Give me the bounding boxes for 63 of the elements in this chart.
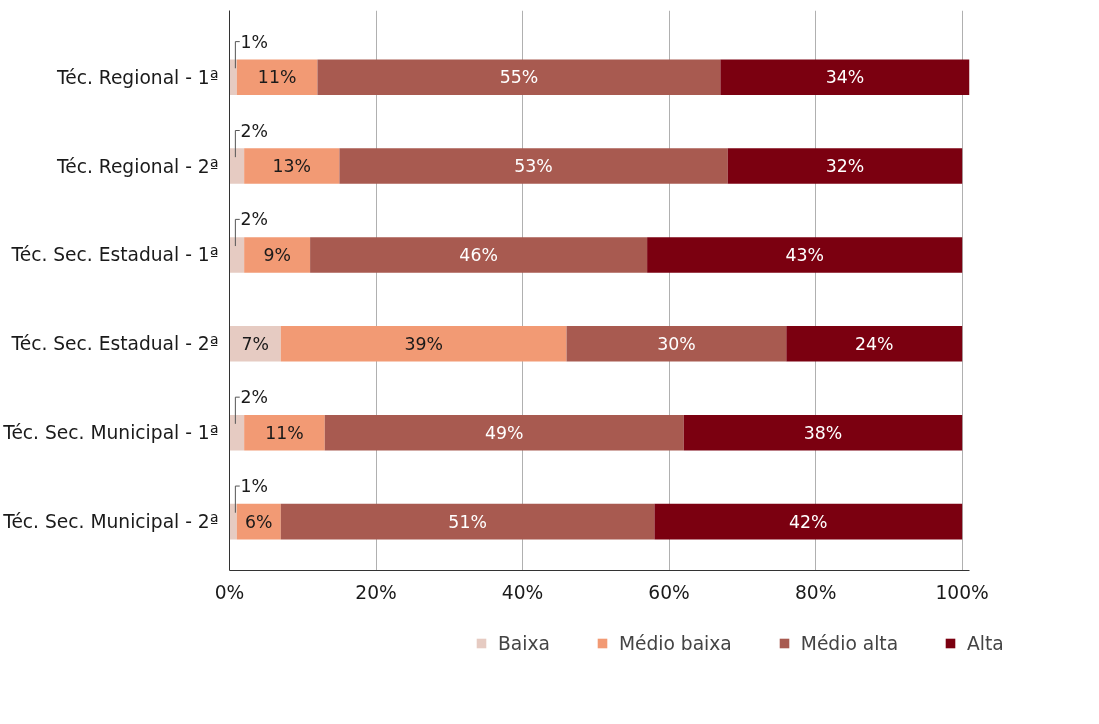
- bar: [229, 414, 245, 451]
- legend-label: Baixa: [498, 632, 550, 654]
- y-tick-label: Téc. Regional - 1ª: [55, 66, 219, 88]
- data-label: 1%: [240, 476, 268, 497]
- x-tick-label: 40%: [501, 581, 544, 603]
- data-label: 49%: [485, 422, 524, 443]
- data-label: 2%: [240, 120, 268, 141]
- data-label: 55%: [499, 67, 539, 88]
- x-tick-label: 60%: [648, 581, 690, 603]
- y-tick-label: Téc. Sec. Municipal - 2ª: [2, 511, 219, 533]
- legend-label: Alta: [967, 632, 1004, 654]
- x-tick-label: 20%: [355, 581, 397, 603]
- bar: [229, 148, 245, 184]
- bar: [280, 503, 655, 540]
- bar: [244, 414, 325, 451]
- bar: [236, 59, 318, 95]
- x-tick-label: 80%: [794, 581, 837, 603]
- bar: [786, 326, 963, 362]
- y-tick-label: Téc. Sec. Municipal - 1ª: [2, 422, 219, 444]
- data-label: 38%: [803, 422, 843, 443]
- bar: [720, 59, 970, 95]
- data-label: 42%: [789, 511, 828, 532]
- data-label: 11%: [257, 67, 297, 88]
- bar: [229, 237, 245, 273]
- bar: [229, 59, 237, 95]
- data-label: 53%: [514, 156, 553, 177]
- data-label: 13%: [272, 156, 312, 177]
- legend-label: Médio baixa: [618, 632, 732, 654]
- data-label: 43%: [785, 244, 824, 265]
- bar: [339, 148, 728, 184]
- bar: [244, 148, 340, 184]
- x-tick-label: 0%: [214, 581, 245, 603]
- bar: [280, 326, 567, 362]
- data-label: 9%: [263, 244, 291, 265]
- bar: [317, 59, 721, 95]
- bar: [229, 503, 237, 540]
- data-label: 32%: [825, 156, 865, 177]
- bar: [566, 326, 787, 362]
- data-label: 7%: [241, 333, 269, 354]
- legend-label: Médio alta: [800, 632, 899, 654]
- bar: [683, 414, 963, 451]
- bar: [310, 237, 648, 273]
- data-label: 11%: [265, 422, 304, 443]
- data-label: 2%: [240, 209, 268, 230]
- bar: [727, 148, 963, 184]
- bar: [324, 414, 684, 451]
- data-label: 51%: [448, 511, 487, 532]
- data-label: 6%: [245, 511, 273, 532]
- y-tick-label: Téc. Sec. Estadual - 1ª: [10, 244, 219, 266]
- bar: [244, 237, 311, 273]
- data-label: 30%: [657, 333, 696, 354]
- bar: [654, 503, 963, 540]
- data-label: 39%: [404, 333, 443, 354]
- y-tick-label: Téc. Sec. Estadual - 2ª: [10, 333, 219, 355]
- x-tick-label: 100%: [935, 581, 989, 603]
- bar: [229, 326, 281, 362]
- y-tick-label: Téc. Regional - 2ª: [55, 155, 219, 177]
- data-label: 34%: [825, 67, 865, 88]
- data-label: 46%: [459, 244, 498, 265]
- bar: [647, 237, 963, 273]
- data-label: 1%: [240, 31, 268, 52]
- data-label: 2%: [240, 387, 268, 408]
- data-label: 24%: [855, 333, 894, 354]
